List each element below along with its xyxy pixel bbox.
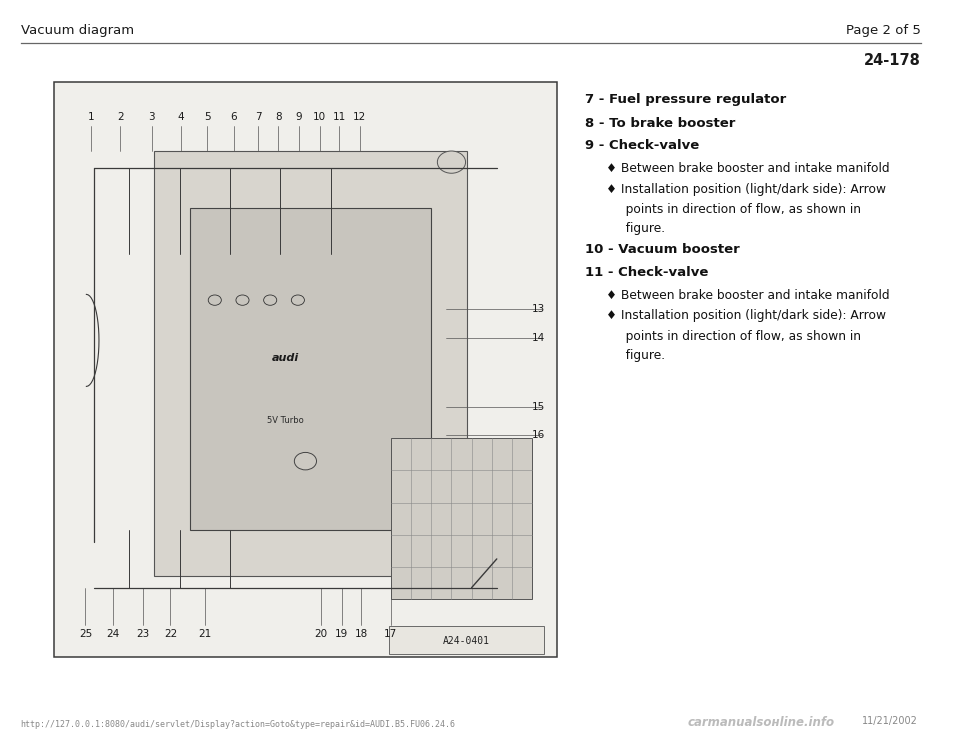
Text: 4: 4: [178, 112, 184, 122]
Text: 18: 18: [354, 629, 368, 639]
Text: Page 2 of 5: Page 2 of 5: [846, 24, 921, 37]
Text: 3: 3: [149, 112, 156, 122]
Text: figure.: figure.: [613, 349, 665, 362]
Text: ♦ Installation position (light/dark side): Arrow: ♦ Installation position (light/dark side…: [606, 309, 886, 323]
Text: figure.: figure.: [613, 222, 665, 235]
Text: 20: 20: [314, 629, 327, 639]
Text: points in direction of flow, as shown in: points in direction of flow, as shown in: [613, 330, 861, 344]
Text: 11 - Check-valve: 11 - Check-valve: [586, 266, 708, 280]
Text: 11: 11: [332, 112, 346, 122]
Text: 2: 2: [117, 112, 124, 122]
Bar: [190, 209, 431, 530]
Text: 8 - To brake booster: 8 - To brake booster: [586, 117, 735, 131]
Text: http://127.0.0.1:8080/audi/servlet/Display?action=Goto&type=repair&id=AUDI.B5.FU: http://127.0.0.1:8080/audi/servlet/Displ…: [21, 720, 456, 729]
Text: 15: 15: [532, 401, 544, 412]
Text: 8: 8: [275, 112, 281, 122]
Text: 10: 10: [313, 112, 326, 122]
Text: 24: 24: [106, 629, 119, 639]
Text: carmanualsонline.info: carmanualsонline.info: [687, 715, 834, 729]
Text: 19: 19: [335, 629, 348, 639]
Bar: [391, 438, 532, 600]
Text: 1: 1: [88, 112, 95, 122]
Circle shape: [438, 151, 466, 173]
Text: 23: 23: [136, 629, 150, 639]
Text: 5: 5: [204, 112, 210, 122]
Text: 25: 25: [79, 629, 92, 639]
Text: 9: 9: [296, 112, 302, 122]
Text: 24-178: 24-178: [864, 53, 921, 68]
Text: 21: 21: [198, 629, 211, 639]
Text: 14: 14: [532, 332, 544, 343]
Bar: [54, 82, 557, 657]
Text: 12: 12: [353, 112, 367, 122]
Text: 7 - Fuel pressure regulator: 7 - Fuel pressure regulator: [586, 93, 786, 106]
Text: 6: 6: [230, 112, 237, 122]
Text: ♦ Between brake booster and intake manifold: ♦ Between brake booster and intake manif…: [606, 162, 890, 175]
Circle shape: [295, 453, 317, 470]
Text: 16: 16: [532, 430, 544, 440]
Text: 10 - Vacuum booster: 10 - Vacuum booster: [586, 243, 740, 256]
Text: 7: 7: [254, 112, 261, 122]
Text: 22: 22: [164, 629, 177, 639]
Text: 13: 13: [532, 303, 544, 314]
Text: 17: 17: [384, 629, 397, 639]
Text: points in direction of flow, as shown in: points in direction of flow, as shown in: [613, 203, 861, 217]
Text: ♦ Installation position (light/dark side): Arrow: ♦ Installation position (light/dark side…: [606, 183, 886, 196]
Text: A24-0401: A24-0401: [444, 636, 490, 646]
Text: 11/21/2002: 11/21/2002: [862, 716, 918, 726]
Text: audi: audi: [272, 352, 299, 363]
Text: ♦ Between brake booster and intake manifold: ♦ Between brake booster and intake manif…: [606, 289, 890, 302]
Text: 9 - Check-valve: 9 - Check-valve: [586, 139, 700, 153]
FancyBboxPatch shape: [389, 626, 544, 654]
Text: Vacuum diagram: Vacuum diagram: [21, 24, 133, 37]
Bar: [155, 151, 467, 576]
Text: 5V Turbo: 5V Turbo: [267, 416, 303, 425]
